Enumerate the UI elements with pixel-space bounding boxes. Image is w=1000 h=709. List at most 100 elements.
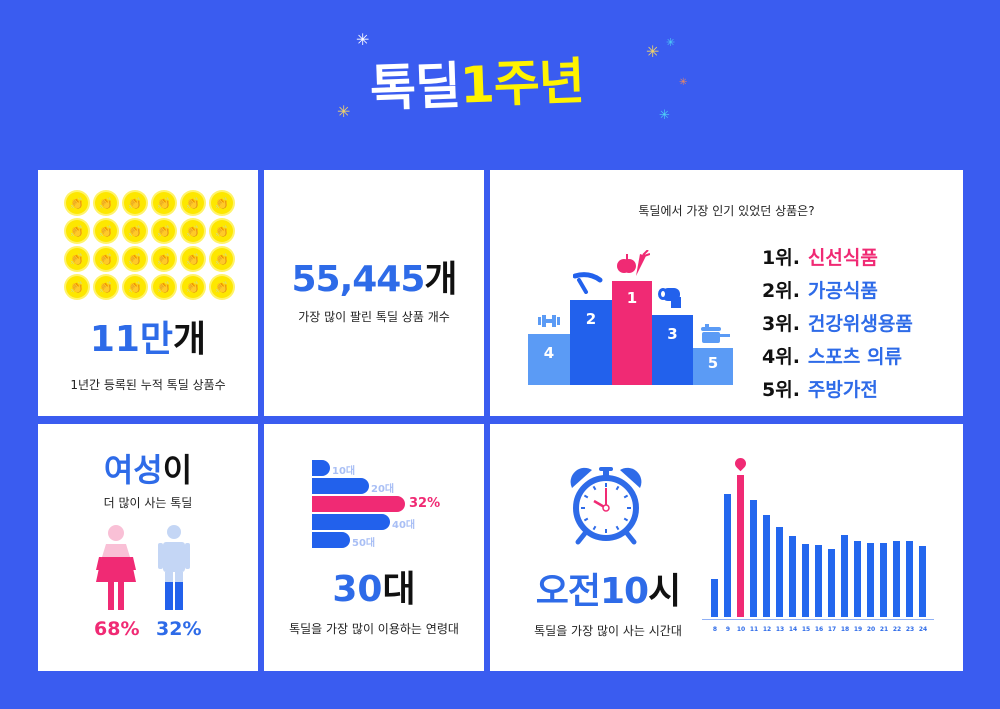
clapping-hands-icon: 👏 <box>95 276 117 298</box>
registered-value: 11만개 <box>89 319 207 360</box>
hour-label: 8 <box>712 626 718 633</box>
female-figure-icon <box>96 525 136 610</box>
ranking-item: 1위. 신선식품 <box>762 247 878 269</box>
hour-label: 13 <box>775 626 785 633</box>
hour-label: 15 <box>801 626 811 633</box>
clapping-hands-icon: 👏 <box>66 248 88 270</box>
pot-icon <box>701 324 730 343</box>
clapping-hands-icon: 👏 <box>153 276 175 298</box>
clapping-hands-icon: 👏 <box>66 192 88 214</box>
hour-label: 22 <box>892 626 902 633</box>
hour-label: 14 <box>788 626 798 633</box>
age-headline: 30대 <box>332 569 416 610</box>
hour-bar <box>919 546 926 617</box>
popular-question: 톡딜에서 가장 인기 있었던 상품은? <box>638 204 815 218</box>
hour-bar <box>828 549 835 617</box>
hour-label: 21 <box>879 626 889 633</box>
age-bar-30 <box>312 496 405 512</box>
clapping-hands-icon: 👏 <box>182 248 204 270</box>
title-anniversary: 1주년 <box>458 52 585 115</box>
sparkle-icon: ✳ <box>646 42 660 61</box>
age-label-50: 50대 <box>352 538 376 549</box>
hour-bar-peak <box>737 475 744 617</box>
hour-bar <box>789 536 796 617</box>
clapping-hands-icon: 👏 <box>182 276 204 298</box>
page-title: 톡딜1주년 <box>369 51 585 118</box>
title-brand: 톡딜 <box>369 56 462 118</box>
age-label-40: 40대 <box>392 520 416 531</box>
age-label-10: 10대 <box>332 466 356 477</box>
hour-label: 10 <box>736 626 746 633</box>
female-percentage: 68% <box>94 618 140 640</box>
hour-label: 11 <box>749 626 759 633</box>
sparkle-icon: ✳ <box>356 30 370 49</box>
clapping-hands-icon: 👏 <box>153 248 175 270</box>
alarm-clock-icon <box>570 467 642 545</box>
clapping-hands-icon: 👏 <box>124 276 146 298</box>
hour-bar <box>906 541 913 617</box>
podium-2: 2 <box>570 300 612 385</box>
sparkle-icon: ✳ <box>679 77 688 88</box>
age-label-20: 20대 <box>371 484 395 495</box>
male-figure-icon <box>158 525 190 610</box>
registered-caption: 1년간 등록된 누적 톡딜 상품수 <box>70 378 226 392</box>
clapping-hands-icon: 👏 <box>153 192 175 214</box>
podium-5: 5 <box>693 348 733 385</box>
podium-3: 3 <box>652 315 693 385</box>
clapping-hands-icon: 👏 <box>211 248 233 270</box>
registered-products-panel: 👏 👏 👏 👏 👏 👏 👏 👏 👏 👏 👏 👏 👏 👏 👏 👏 👏 👏 👏 👏 👏 👏 👏 👏 11만개 1년간 등록된… <box>38 170 258 416</box>
hour-bar <box>815 545 822 617</box>
hour-label: 24 <box>918 626 928 633</box>
clapping-hands-icon: 👏 <box>182 192 204 214</box>
hour-bar <box>750 500 757 617</box>
hour-label: 19 <box>853 626 863 633</box>
hour-label: 17 <box>827 626 837 633</box>
clapping-hands-icon: 👏 <box>153 220 175 242</box>
hour-label: 18 <box>840 626 850 633</box>
hour-label: 9 <box>725 626 731 633</box>
sold-count-panel: 55,445개 가장 많이 팔린 톡딜 상품 개수 <box>264 170 484 416</box>
hour-label: 23 <box>905 626 915 633</box>
clapping-hands-icon: 👏 <box>211 192 233 214</box>
ranking-item: 5위. 주방가전 <box>762 379 878 401</box>
sold-caption: 가장 많이 팔린 톡딜 상품 개수 <box>298 310 450 324</box>
apple-carrot-icon <box>617 250 650 276</box>
sparkle-icon: ✳ <box>337 102 351 121</box>
clapping-hands-icon: 👏 <box>66 220 88 242</box>
gender-panel: 여성이 더 많이 사는 톡딜 68% 32% <box>38 424 258 671</box>
clapping-hands-icon: 👏 <box>211 220 233 242</box>
male-percentage: 32% <box>156 618 202 640</box>
hour-label: 20 <box>866 626 876 633</box>
clapping-hands-icon: 👏 <box>66 276 88 298</box>
clapping-hands-icon: 👏 <box>95 248 117 270</box>
clapping-hands-icon: 👏 <box>124 248 146 270</box>
ranking-list: 1위. 신선식품 2위. 가공식품 3위. 건강위생용품 4위. 스포츠 의류 5위. 주… <box>762 242 913 407</box>
tissue-roll-icon <box>658 288 681 308</box>
hour-bar <box>724 494 731 617</box>
hour-bar <box>711 579 718 617</box>
hour-label: 12 <box>762 626 772 633</box>
sausage-icon <box>573 272 603 294</box>
age-panel: 10대 20대 32% 40대 50대 30대 톡딜을 가장 많이 이용하는 연… <box>264 424 484 671</box>
sparkle-icon: ✳ <box>666 36 676 49</box>
sparkle-icon: ✳ <box>659 108 670 123</box>
age-bar-50 <box>312 532 350 548</box>
age-bar-40 <box>312 514 390 530</box>
hour-bar <box>880 543 887 617</box>
badge-grid: 👏 👏 👏 👏 👏 👏 👏 👏 👏 👏 👏 👏 👏 👏 👏 👏 👏 👏 👏 👏 👏 👏 👏 👏 <box>66 192 233 298</box>
time-caption: 톡딜을 가장 많이 사는 시간대 <box>534 624 682 638</box>
gender-title: 여성이 <box>103 451 193 489</box>
ranking-item: 4위. 스포츠 의류 <box>762 346 902 368</box>
time-headline: 오전10시 <box>535 571 681 612</box>
hour-bar <box>802 544 809 617</box>
age-top-percentage: 32% <box>409 496 441 511</box>
time-panel: 오전10시 톡딜을 가장 많이 사는 시간대 8 9 10 11 12 13 1… <box>490 424 963 671</box>
chart-baseline <box>702 619 934 620</box>
age-bar-20 <box>312 478 369 494</box>
hour-bar <box>854 541 861 617</box>
clapping-hands-icon: 👏 <box>95 220 117 242</box>
popular-categories-panel: 톡딜에서 가장 인기 있었던 상품은? 4 2 1 3 5 1위. 신선식품 <box>490 170 963 416</box>
ranking-item: 3위. 건강위생용품 <box>762 313 913 335</box>
hour-bar <box>763 515 770 617</box>
clapping-hands-icon: 👏 <box>124 192 146 214</box>
